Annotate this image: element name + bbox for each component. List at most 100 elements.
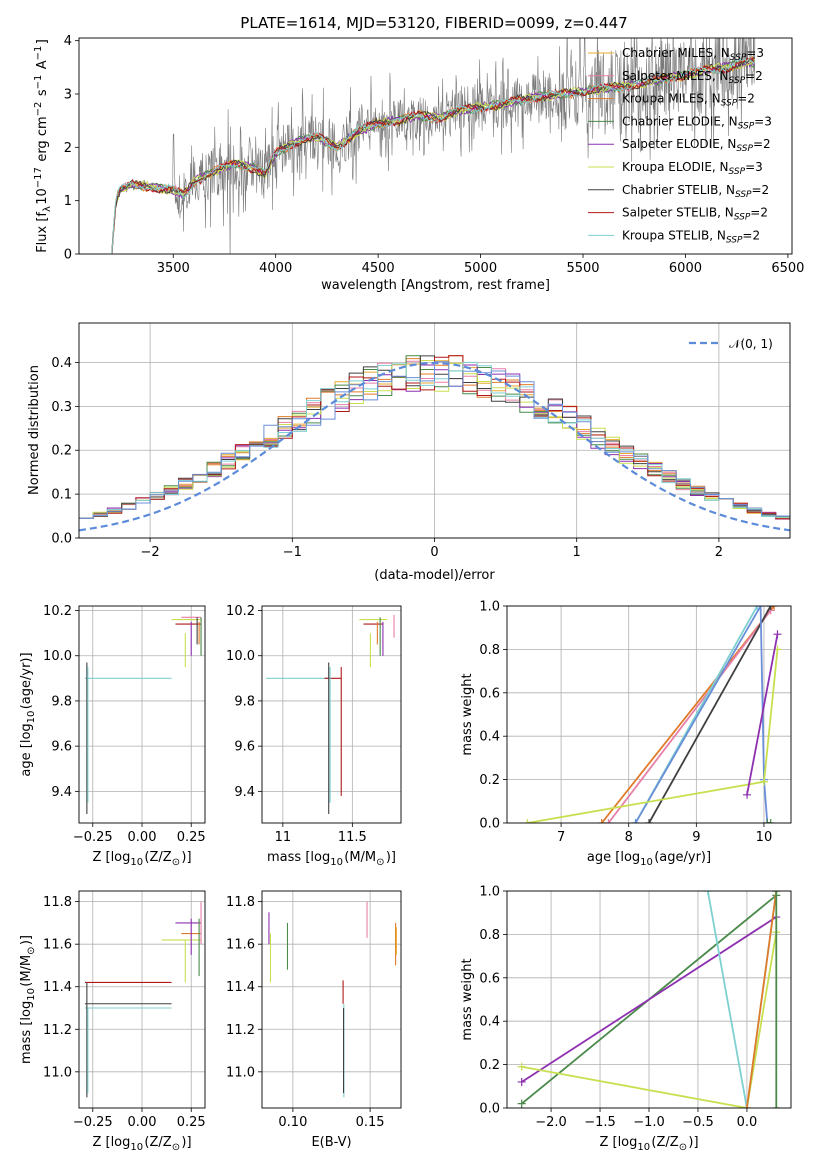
plot-area [517,891,781,1108]
y-tick-label: 0.0 [479,1102,500,1117]
x-axis-label: Z [log10 (Z/Z⊙ )] [92,1135,191,1153]
weight-point [631,819,640,823]
legend-entry: Salpeter MILES, NSSP=2 [622,69,763,86]
y-tick-label: 0.0 [479,817,500,832]
y-tick-label: 9.8 [234,694,255,709]
legend-entry: 𝒩(0, 1) [729,337,773,351]
y-tick-label: 0 [64,248,72,263]
x-axis-label: E(B-V) [311,1135,351,1150]
y-tick-label: 2 [64,141,72,156]
x-tick-label: 6500 [771,261,804,276]
y-tick-label: 0.3 [51,400,72,415]
weight-point [772,891,781,895]
x-tick-label: 4000 [259,261,292,276]
y-tick-label: 0.6 [479,686,500,701]
x-tick-label: −1 [283,545,302,560]
weight-vs-age-panel: 7 8 9 10 0.0 0.2 0.4 0.6 0.8 1.0 age [log10 (age/y… [460,600,792,868]
x-tick-label: −0.25 [73,1115,113,1130]
y-tick-label: 0.4 [479,1015,500,1030]
legend-entry: Chabrier MILES, NSSP=3 [622,46,764,63]
weight-point [770,606,779,610]
mass-vs-ebv-panel: 0.10 0.15 11.0 11.2 11.4 11.6 11.8 E(B-V) [226,890,402,1150]
weight-point [597,819,606,823]
weight-series-line [746,891,778,1108]
x-tick-label: −2 [141,545,160,560]
mass-vs-metallicity-panel: −0.25 0.00 0.25 11.0 11.2 11.4 11.6 11.8 Z [log1… [19,890,206,1153]
x-tick-label: 0.25 [177,830,206,845]
y-tick-label: 0.4 [479,730,500,745]
x-tick-label: 6000 [669,261,702,276]
weight-point [742,1104,751,1108]
weight-point [604,819,613,823]
weight-point [759,777,768,786]
x-tick-label: 0.0 [737,1115,758,1130]
weight-series-line [521,932,778,1108]
y-axis-label: mass weight [460,958,475,1040]
y-tick-label: 11.6 [226,938,255,953]
weight-point [523,819,532,823]
legend-entry: Kroupa MILES, NSSP=2 [622,92,755,109]
plot-area [84,616,202,814]
y-tick-label: 10.0 [43,649,72,664]
plot-area [79,355,790,532]
x-tick-label: 11.5 [338,830,367,845]
y-tick-label: 11.0 [226,1065,255,1080]
y-tick-label: 11.2 [226,1023,255,1038]
axes-frame [261,890,402,1109]
age-vs-metallicity-panel: −0.25 0.00 0.25 9.4 9.6 9.8 10.0 10.2 Z [log10 (… [19,604,206,868]
y-tick-label: 11.8 [43,895,72,910]
weight-point [703,891,712,895]
y-tick-label: 11.2 [43,1023,72,1038]
y-axis-label: age [log10 (age/yr)] [19,652,37,776]
y-tick-label: 9.8 [51,694,72,709]
y-tick-label: 9.4 [51,785,72,800]
residuals-panel: −2 −1 0 1 2 0.0 0.1 0.2 0.3 0.4 𝒩(0, 1) (data-model… [27,322,791,583]
y-axis-label: mass [log10 (M/M⊙ )] [19,935,37,1064]
y-tick-label: 0.2 [479,1058,500,1073]
x-axis-label: Z [log10 (Z/Z⊙ )] [599,1135,698,1153]
x-tick-label: −0.5 [682,1115,714,1130]
model-fit-line [111,57,755,254]
x-axis-label: age [log10 (age/yr)] [587,850,711,868]
weight-point [517,1077,526,1086]
x-tick-label: 8 [625,830,633,845]
y-tick-label: 3 [64,88,72,103]
axes-frame [506,890,792,1109]
weight-point [756,606,765,610]
y-tick-label: 9.6 [234,740,255,755]
residual-histogram [79,361,790,519]
y-tick-label: 11.4 [226,980,255,995]
residual-histogram [79,361,790,519]
y-tick-label: 0.8 [479,643,500,658]
y-axis-label: Normed distribution [27,365,42,495]
legend-entry: Chabrier ELODIE, NSSP=3 [622,114,772,131]
weight-point [645,819,653,823]
x-tick-label: 0 [430,545,438,560]
y-tick-label: 0.6 [479,971,500,986]
plot-area [523,606,782,823]
weight-point [753,606,762,610]
axes-frame [78,890,206,1109]
x-tick-label: −1.5 [584,1115,616,1130]
weight-point [743,790,752,799]
x-tick-label: 5500 [566,261,599,276]
legend-entry: Kroupa STELIB, NSSP=2 [622,228,760,245]
x-axis-label: (data-model)/error [374,568,495,583]
x-tick-label: 7 [557,830,565,845]
weight-series-line [607,609,772,823]
y-axis-label: mass weight [460,673,475,755]
legend-entry: Salpeter ELODIE, NSSP=2 [622,137,771,154]
y-tick-label: 11.6 [43,938,72,953]
axes-frame [261,605,402,824]
x-tick-label: 5000 [464,261,497,276]
x-tick-label: 1 [573,545,581,560]
x-tick-label: 0.00 [128,1115,157,1130]
y-tick-label: 1.0 [479,600,500,615]
y-tick-label: 11.0 [43,1065,72,1080]
weight-series-line [634,606,769,823]
axes-frame [506,605,792,824]
x-tick-label: 0.25 [177,1115,206,1130]
y-tick-label: 0.0 [51,532,72,547]
weight-series-line [746,634,779,795]
plot-area [84,901,202,1098]
